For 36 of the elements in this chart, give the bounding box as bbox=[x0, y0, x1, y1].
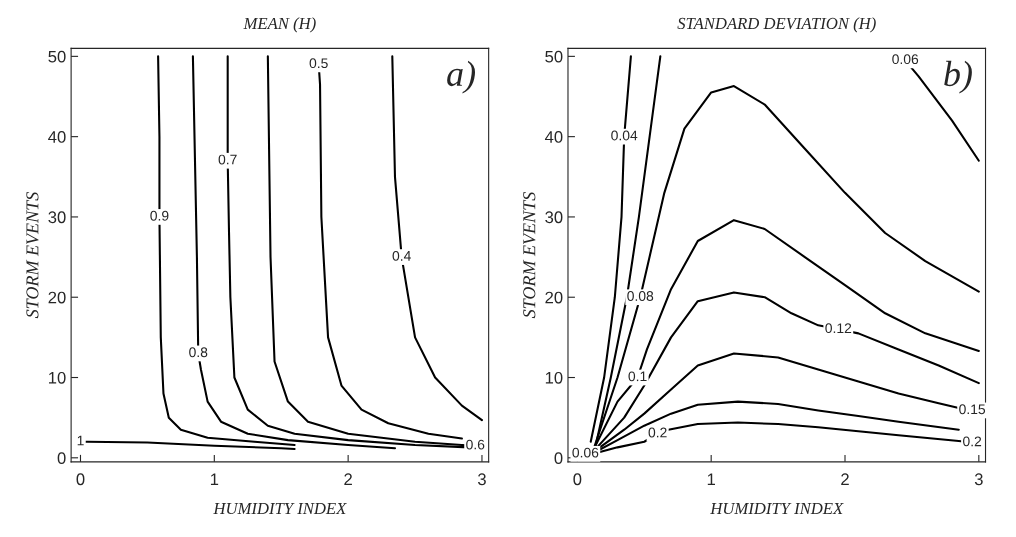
chart-title: STANDARD DEVIATION (H) bbox=[677, 17, 876, 33]
y-tick-label: 40 bbox=[544, 131, 563, 143]
chart-title: MEAN (H) bbox=[243, 17, 316, 33]
y-tick-label: 30 bbox=[48, 211, 66, 224]
annotation: 0.6 bbox=[466, 439, 485, 450]
annotation: 0.7 bbox=[218, 154, 237, 165]
annotation: 0.5 bbox=[309, 58, 328, 69]
y-tick-label: 0 bbox=[57, 452, 66, 465]
annotation: 0.2 bbox=[963, 436, 982, 447]
y-tick-label: 30 bbox=[545, 211, 563, 224]
annotation: 0.06 bbox=[892, 54, 919, 65]
annotation: a) bbox=[447, 60, 476, 94]
x-tick-label: 1 bbox=[210, 473, 219, 486]
annotation: 0.1 bbox=[628, 371, 647, 382]
x-tick-label: 0 bbox=[76, 473, 85, 486]
x-tick-label: 2 bbox=[344, 473, 352, 486]
y-tick-label: 50 bbox=[545, 50, 563, 63]
x-tick-label: 2 bbox=[841, 473, 849, 486]
y-axis-title: STORM EVENTS bbox=[26, 192, 39, 319]
x-tick-label: 3 bbox=[477, 473, 486, 486]
x-axis-title: HUMIDITY INDEX bbox=[213, 503, 347, 515]
y-tick-label: 50 bbox=[48, 50, 66, 63]
y-tick-label: 20 bbox=[48, 291, 66, 304]
y-tick-label: 40 bbox=[48, 131, 66, 143]
y-tick-label: 10 bbox=[545, 371, 563, 384]
y-tick-label: 20 bbox=[545, 291, 563, 304]
annotation: 0.8 bbox=[189, 347, 208, 358]
x-tick-label: 3 bbox=[974, 473, 983, 486]
annotation: 0.2 bbox=[648, 427, 667, 438]
x-tick-label: 1 bbox=[707, 473, 715, 486]
x-tick-label: 0 bbox=[573, 473, 582, 486]
y-axis-title: STORM EVENTS bbox=[523, 192, 536, 319]
y-tick-label: 0 bbox=[554, 452, 563, 465]
y-tick-label: 10 bbox=[48, 371, 66, 384]
x-axis-title: HUMIDITY INDEX bbox=[710, 503, 844, 515]
annotation: b) bbox=[944, 60, 972, 94]
